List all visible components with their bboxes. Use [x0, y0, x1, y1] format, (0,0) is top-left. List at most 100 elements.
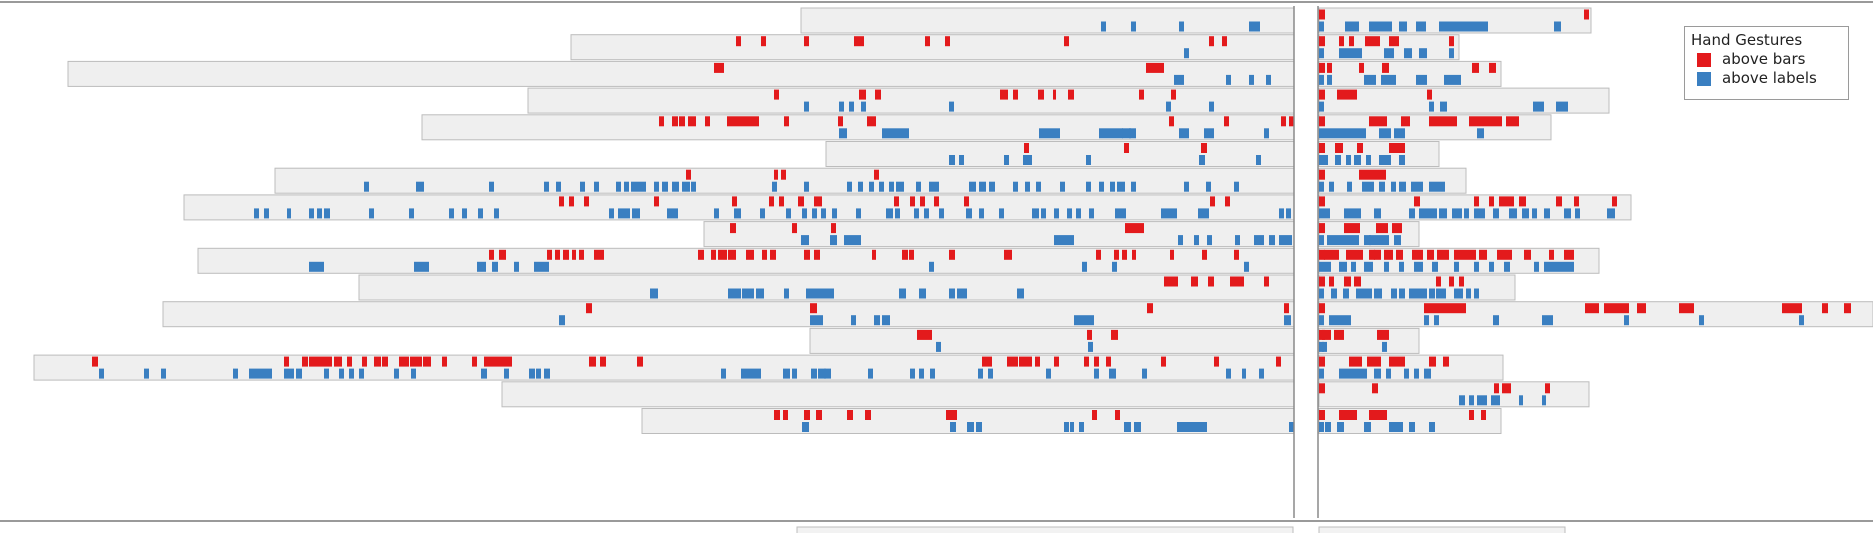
gesture-above-labels-row-8-59 — [1532, 208, 1537, 219]
gesture-above-labels-row-10-1 — [309, 261, 324, 272]
gesture-above-labels-row-8-30 — [939, 208, 944, 219]
gesture-above-labels-row-9-3 — [844, 235, 861, 246]
gesture-above-labels-row-14-5 — [249, 368, 259, 379]
gesture-above-labels-row-9-7 — [1207, 235, 1212, 246]
legend-item-above-labels: above labels — [1691, 69, 1842, 88]
gesture-above-bars-row-14-29 — [1106, 356, 1111, 367]
gesture-above-labels-row-8-6 — [324, 208, 330, 219]
gesture-above-labels-row-7-28 — [979, 181, 986, 192]
gesture-above-bars-row-14-20 — [600, 356, 606, 367]
gesture-above-bars-row-10-3 — [547, 249, 552, 260]
gesture-above-labels-row-8-49 — [1419, 208, 1437, 219]
gesture-above-bars-row-8-4 — [654, 196, 659, 207]
gesture-above-labels-row-3-8 — [1381, 74, 1396, 85]
gesture-above-labels-row-12-17 — [1699, 315, 1704, 326]
gesture-above-bars-row-4-1 — [774, 89, 779, 100]
gesture-above-labels-row-8-60 — [1544, 208, 1550, 219]
gesture-above-labels-row-2-1 — [1184, 48, 1189, 59]
gesture-above-labels-row-6-3 — [1004, 155, 1009, 165]
gesture-above-labels-row-16-3 — [967, 422, 974, 432]
gesture-above-labels-row-4-10 — [1440, 101, 1447, 112]
gesture-above-labels-row-7-20 — [858, 181, 863, 192]
gesture-above-labels-row-7-12 — [654, 181, 659, 192]
gesture-above-labels-row-7-29 — [989, 181, 995, 192]
gesture-above-bars-row-11-7 — [1329, 276, 1334, 287]
gesture-above-labels-row-11-6 — [784, 288, 789, 299]
gesture-above-labels-row-8-44 — [1286, 208, 1291, 219]
gesture-above-bars-row-10-11 — [718, 249, 727, 260]
gesture-above-labels-row-8-37 — [1067, 208, 1072, 219]
gesture-above-labels-row-12-10 — [1329, 315, 1343, 326]
gesture-above-labels-row-8-35 — [1041, 208, 1046, 219]
gesture-above-bars-row-15-1 — [1319, 383, 1325, 394]
gesture-above-labels-row-8-61 — [1564, 208, 1571, 219]
gesture-above-bars-row-5-9 — [838, 116, 843, 127]
gesture-above-bars-row-14-10 — [382, 356, 388, 367]
gesture-above-bars-row-10-15 — [770, 249, 776, 260]
gesture-above-labels-row-5-15 — [1477, 128, 1484, 139]
gesture-above-labels-row-2-2 — [1319, 48, 1324, 59]
gesture-above-labels-row-8-12 — [494, 208, 499, 219]
track-left-row-12 — [162, 301, 1295, 328]
gesture-above-bars-row-10-37 — [1412, 249, 1423, 260]
gesture-above-bars-row-14-38 — [1429, 356, 1436, 367]
gesture-above-bars-row-2-8 — [1209, 36, 1214, 47]
gesture-above-bars-row-14-28 — [1094, 356, 1099, 367]
gesture-above-labels-row-9-9 — [1254, 235, 1264, 246]
gesture-above-labels-row-3-1 — [1174, 74, 1184, 85]
gesture-above-labels-row-9-5 — [1178, 235, 1183, 246]
gesture-above-labels-row-8-29 — [924, 208, 929, 219]
gesture-above-labels-row-3-5 — [1319, 74, 1324, 85]
gesture-above-bars-row-12-11 — [1782, 303, 1802, 314]
track-left-row-3 — [67, 60, 1295, 87]
gesture-above-labels-row-10-2 — [414, 261, 429, 272]
gesture-above-labels-row-11-10 — [919, 288, 926, 299]
gesture-above-labels-row-11-15 — [1331, 288, 1337, 299]
gesture-above-labels-row-8-15 — [632, 208, 640, 219]
gesture-above-labels-row-7-35 — [1099, 181, 1104, 192]
gesture-above-labels-row-11-8 — [814, 288, 834, 299]
gesture-above-bars-row-14-4 — [309, 356, 319, 367]
gesture-above-bars-row-16-1 — [774, 410, 780, 420]
gesture-above-labels-row-1-1 — [1101, 21, 1106, 32]
gesture-above-bars-row-16-5 — [847, 410, 853, 420]
gesture-above-labels-row-14-44 — [1374, 368, 1381, 379]
gesture-above-bars-row-14-33 — [1319, 356, 1325, 367]
gesture-above-labels-row-11-7 — [806, 288, 814, 299]
gesture-above-bars-row-10-28 — [1202, 249, 1207, 260]
gesture-above-labels-row-10-9 — [1112, 261, 1117, 272]
gesture-above-labels-row-8-19 — [760, 208, 765, 219]
gesture-above-bars-row-1-2 — [1584, 9, 1589, 20]
gesture-above-bars-row-7-2 — [774, 169, 778, 180]
gesture-above-bars-row-16-6 — [865, 410, 871, 420]
gesture-above-bars-row-9-8 — [1376, 223, 1388, 234]
gesture-above-labels-row-8-36 — [1054, 208, 1059, 219]
gesture-above-labels-row-16-16 — [1364, 422, 1371, 432]
gesture-above-bars-row-16-11 — [1339, 410, 1346, 420]
gesture-above-labels-row-11-1 — [650, 288, 658, 299]
gesture-above-labels-row-9-4 — [1054, 235, 1074, 246]
gesture-above-bars-row-14-23 — [1007, 356, 1018, 367]
gesture-above-labels-row-9-6 — [1194, 235, 1199, 246]
gesture-above-bars-row-16-10 — [1319, 410, 1325, 420]
gesture-above-labels-row-13-3 — [1319, 341, 1324, 352]
gesture-above-bars-row-10-8 — [594, 249, 604, 260]
gesture-above-labels-row-12-15 — [1542, 315, 1553, 326]
gesture-above-labels-row-7-45 — [1362, 181, 1374, 192]
gesture-above-labels-row-5-1 — [839, 128, 847, 139]
gesture-above-bars-row-13-7 — [1377, 329, 1389, 340]
gesture-above-labels-row-3-4 — [1266, 74, 1271, 85]
gesture-above-bars-row-14-13 — [423, 356, 431, 367]
gesture-above-bars-row-14-6 — [334, 356, 342, 367]
gesture-above-bars-row-9-5 — [1319, 223, 1325, 234]
gesture-above-labels-row-16-2 — [950, 422, 956, 432]
gesture-above-bars-row-6-6 — [1357, 143, 1363, 153]
gesture-above-bars-row-8-2 — [569, 196, 574, 207]
gesture-above-labels-row-9-13 — [1319, 235, 1324, 246]
gesture-above-labels-row-12-9 — [1319, 315, 1324, 326]
gesture-above-labels-row-7-39 — [1184, 181, 1189, 192]
gesture-above-bars-row-10-29 — [1234, 249, 1239, 260]
gesture-above-labels-row-3-9 — [1416, 74, 1427, 85]
gesture-above-bars-row-2-2 — [761, 36, 766, 47]
gesture-above-bars-row-4-3 — [875, 89, 881, 100]
